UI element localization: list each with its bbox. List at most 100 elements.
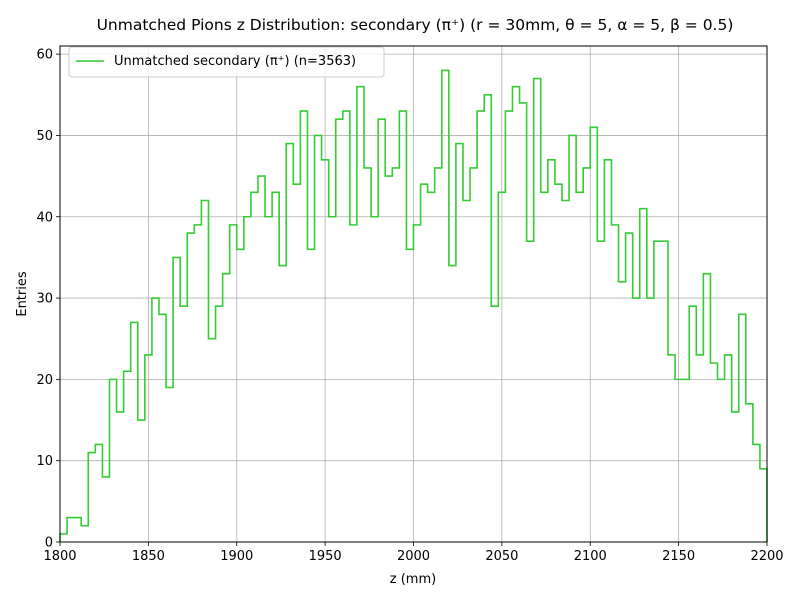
x-tick-label: 1800 <box>43 549 76 564</box>
histogram-bin <box>95 444 102 542</box>
histogram-bin <box>421 184 428 542</box>
histogram-bin <box>527 241 534 542</box>
histogram-bin <box>484 95 491 542</box>
histogram-bin <box>124 371 131 542</box>
histogram-bin <box>265 217 272 542</box>
chart-title: Unmatched Pions z Distribution: secondar… <box>97 16 734 34</box>
histogram-bin <box>152 298 159 542</box>
histogram-bin <box>583 168 590 542</box>
histogram-bin <box>725 355 732 542</box>
histogram-bin <box>67 518 74 542</box>
histogram-bin <box>463 200 470 542</box>
x-tick-label: 2050 <box>485 549 518 564</box>
histogram-bin <box>534 79 541 542</box>
histogram-bin <box>626 233 633 542</box>
y-axis-label: Entries <box>15 271 30 317</box>
histogram-bin <box>329 217 336 542</box>
histogram-bin <box>378 119 385 542</box>
histogram-bin <box>498 192 505 542</box>
histogram-bin <box>597 241 604 542</box>
histogram-bin <box>293 184 300 542</box>
histogram-bin <box>414 225 421 542</box>
y-tick-label: 10 <box>36 454 53 469</box>
histogram-bin <box>739 314 746 542</box>
histogram-bin <box>718 379 725 542</box>
histogram-bin <box>604 160 611 542</box>
legend-label: Unmatched secondary (π⁺) (n=3563) <box>114 54 356 69</box>
y-tick-label: 40 <box>36 210 53 225</box>
histogram-bin <box>435 168 442 542</box>
histogram-bin <box>364 168 371 542</box>
histogram-bin <box>201 200 208 542</box>
histogram-bin <box>109 379 116 542</box>
histogram-bin <box>470 168 477 542</box>
histogram-bin <box>357 87 364 542</box>
histogram-bin <box>590 127 597 542</box>
histogram-bin <box>548 160 555 542</box>
histogram-bin <box>286 144 293 542</box>
x-tick-label: 2200 <box>750 549 783 564</box>
legend-box <box>68 46 385 78</box>
histogram-bin <box>237 249 244 542</box>
histogram-bin <box>682 379 689 542</box>
x-tick-label: 1950 <box>309 549 342 564</box>
histogram-bin <box>350 225 357 542</box>
histogram-bin <box>428 192 435 542</box>
histogram-bin <box>633 298 640 542</box>
histogram-bin <box>81 526 88 542</box>
x-tick-label: 1850 <box>132 549 165 564</box>
histogram-bin <box>371 217 378 542</box>
histogram-bin <box>611 225 618 542</box>
histogram-bin <box>88 453 95 542</box>
histogram-bin <box>647 298 654 542</box>
histogram-bin <box>336 119 343 542</box>
histogram-bin <box>194 225 201 542</box>
histogram-bin <box>619 282 626 542</box>
histogram-bin <box>399 111 406 542</box>
histogram-bin <box>505 111 512 542</box>
histogram-bin <box>102 477 109 542</box>
histogram-bin <box>315 135 322 542</box>
histogram-bin <box>223 274 230 542</box>
histogram-bin <box>520 103 527 542</box>
axis-ticks: 1800 1850 1900 1950 2000 2050 2100 2150 22000102… <box>36 48 783 564</box>
y-tick-label: 60 <box>36 48 53 63</box>
histogram-bin <box>166 388 173 542</box>
histogram-bin <box>406 249 413 542</box>
histogram-bin <box>661 241 668 542</box>
histogram-bin <box>555 184 562 542</box>
histogram-bin <box>732 412 739 542</box>
histogram-bin <box>272 192 279 542</box>
histogram-bin <box>576 192 583 542</box>
y-tick-label: 20 <box>36 373 53 388</box>
x-tick-label: 1900 <box>220 549 253 564</box>
histogram-bin <box>117 412 124 542</box>
histogram-bin <box>696 355 703 542</box>
histogram-bin <box>279 266 286 542</box>
histogram-bin <box>477 111 484 542</box>
histogram-bin <box>753 444 760 542</box>
histogram-bin <box>180 306 187 542</box>
histogram-bin <box>675 379 682 542</box>
histogram-bin <box>251 192 258 542</box>
histogram-bin <box>541 192 548 542</box>
histogram-bin <box>230 225 237 542</box>
histogram-bin <box>343 111 350 542</box>
x-tick-label: 2150 <box>662 549 695 564</box>
histogram-bin <box>442 70 449 542</box>
histogram-bin <box>654 241 661 542</box>
histogram-bin <box>60 534 67 542</box>
histogram-bin <box>640 209 647 542</box>
histogram-bin <box>208 339 215 542</box>
histogram-outline <box>59 69 768 542</box>
y-tick-label: 50 <box>36 129 53 144</box>
histogram-bin <box>74 518 81 542</box>
histogram-bin <box>562 200 569 542</box>
histogram-bin <box>703 274 710 542</box>
histogram-bin <box>668 355 675 542</box>
y-tick-label: 0 <box>45 536 53 551</box>
histogram-bin <box>392 168 399 542</box>
x-tick-label: 2100 <box>574 549 607 564</box>
x-axis-label: z (mm) <box>390 572 436 587</box>
